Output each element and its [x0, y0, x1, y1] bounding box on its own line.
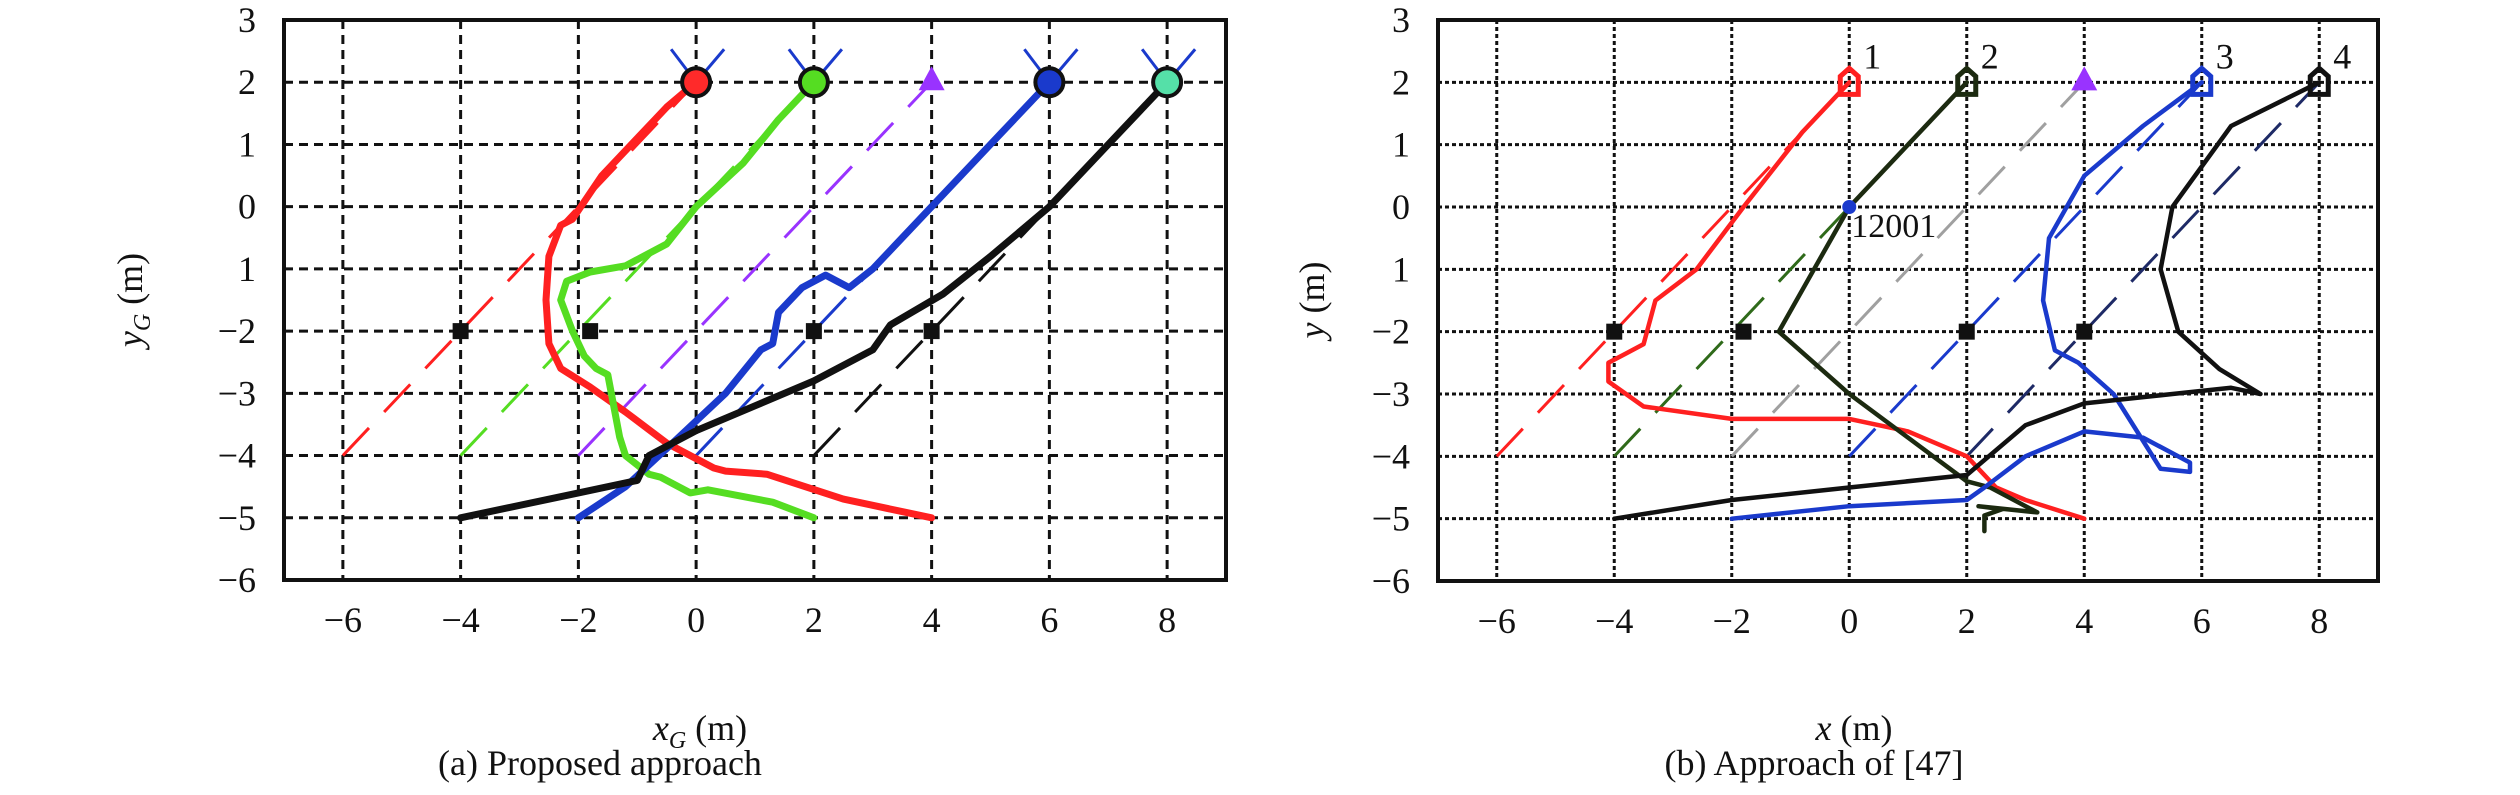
- obstacle-square-icon: [1606, 323, 1623, 340]
- y-tick-label: −2: [218, 311, 256, 351]
- trajectory-agent-3-blue: [1729, 80, 2205, 521]
- y-tick-label: −5: [218, 498, 256, 538]
- x-tick-label: 2: [805, 600, 823, 640]
- trajectory-agent-black: [457, 78, 1171, 522]
- y-tick-label: 1: [238, 249, 256, 289]
- x-tick-label: 0: [687, 600, 705, 640]
- caption-b: (b) Approach of [47]: [1664, 743, 1964, 783]
- y-tick-label: 3: [238, 0, 256, 40]
- caption-a: (a) Proposed approach: [438, 743, 762, 783]
- trajectory-agent-red: [542, 78, 936, 522]
- y-axis-label-a: yG (m): [110, 253, 156, 350]
- reference-line: [1848, 81, 2203, 458]
- grid-b: [1438, 20, 2378, 581]
- y-tick-label: −5: [1372, 499, 1410, 539]
- y-tick-label: −4: [1372, 436, 1410, 476]
- y-tick-label: 1: [238, 124, 256, 164]
- target-triangle-icon: [918, 66, 945, 91]
- y-tick-label: −6: [218, 560, 256, 600]
- x-tick-label: 8: [1158, 600, 1176, 640]
- tick-labels-a: −6 −4 −2 0 2 4 6 8 3 2 1 0 1 −2 −3 −4 −5 −6: [218, 0, 1176, 640]
- x-tick-label: −4: [1595, 601, 1633, 641]
- target-house-icon: [1955, 64, 1979, 97]
- trajectories-a: [457, 78, 1171, 522]
- y-axis-label-b: y (m): [1292, 262, 1332, 342]
- x-tick-label: −4: [441, 600, 479, 640]
- markers-b: 12001 1 2 3 4: [1606, 36, 2351, 340]
- x-tick-label: −2: [1713, 601, 1751, 641]
- x-axis-label-a: xG (m): [652, 708, 747, 754]
- x-tick-label: 8: [2310, 601, 2328, 641]
- y-tick-label: −6: [1372, 561, 1410, 601]
- subfigure-b: 12001 1 2 3 4 −6 −4 −2 0 2 4 6 8 3 2 1 0 1 −2 −3 −4 −5 −6 x (…: [1154, 0, 2414, 795]
- y-tick-label: 0: [238, 187, 256, 227]
- obstacle-square-icon: [2076, 323, 2093, 340]
- reference-line: [577, 81, 933, 457]
- obstacle-square-icon: [805, 323, 822, 340]
- subfigure-a: −6 −4 −2 0 2 4 6 8 3 2 1 0 1 −2 −3 −4 −5 −6 xG (m) yG (m)…: [110, 0, 1228, 783]
- plot-frame-a: [282, 18, 1228, 582]
- markers-a: [452, 48, 1197, 340]
- plot-a: −6 −4 −2 0 2 4 6 8 3 2 1 0 1 −2 −3 −4 −5 −6 xG (m) yG (m): [110, 0, 1228, 754]
- plot-b: 12001 1 2 3 4 −6 −4 −2 0 2 4 6 8 3 2 1 0 1 −2 −3 −4 −5 −6 x (…: [1292, 0, 2380, 748]
- y-tick-label: −3: [1372, 374, 1410, 414]
- x-tick-label: 6: [2193, 601, 2211, 641]
- target-house-icon: [2190, 64, 2214, 97]
- trajectory-agent-4-black: [1612, 80, 2322, 521]
- y-tick-label: 0: [1392, 187, 1410, 227]
- target-number-label: 4: [2333, 36, 2351, 76]
- waypoint-dot-icon: [1842, 200, 1857, 214]
- target-number-label: 1: [1863, 36, 1881, 76]
- trajectory-agent-1-red: [1606, 80, 2087, 521]
- y-tick-label: 1: [1392, 249, 1410, 289]
- target-house-icon: [2307, 64, 2331, 97]
- x-tick-label: −6: [324, 600, 362, 640]
- x-axis-label-b: x (m): [1815, 708, 1893, 748]
- y-tick-label: −2: [1372, 312, 1410, 352]
- obstacle-square-icon: [582, 323, 599, 340]
- y-tick-label: −3: [218, 373, 256, 413]
- target-circle-icon: [680, 66, 713, 99]
- target-circle-icon: [797, 66, 830, 99]
- obstacle-square-icon: [452, 323, 469, 340]
- plot-frame-b: [1436, 18, 2380, 583]
- reference-line: [341, 81, 698, 457]
- obstacle-square-icon: [923, 323, 940, 340]
- reference-line: [1730, 81, 2086, 458]
- trajectories-b: [1606, 80, 2322, 534]
- x-tick-label: 4: [2075, 601, 2093, 641]
- target-circle-icon: [1033, 66, 1066, 99]
- y-tick-label: 2: [238, 62, 256, 102]
- tick-labels-b: −6 −4 −2 0 2 4 6 8 3 2 1 0 1 −2 −3 −4 −5 −6: [1372, 0, 2329, 641]
- x-tick-label: 0: [1840, 601, 1858, 641]
- x-tick-label: 6: [1040, 600, 1058, 640]
- y-tick-label: 2: [1392, 62, 1410, 102]
- target-house-icon: [1837, 64, 1861, 97]
- obstacle-square-icon: [1958, 323, 1975, 340]
- x-tick-label: −6: [1478, 601, 1516, 641]
- x-tick-label: 2: [1958, 601, 1976, 641]
- waypoint-label: 12001: [1851, 208, 1936, 245]
- y-tick-label: 3: [1392, 0, 1410, 40]
- obstacle-square-icon: [1735, 323, 1752, 340]
- x-tick-label: −2: [559, 600, 597, 640]
- target-number-label: 3: [2216, 36, 2234, 76]
- reference-line: [1965, 81, 2321, 458]
- y-tick-label: −4: [218, 436, 256, 476]
- target-triangle-icon: [2071, 66, 2098, 91]
- target-number-label: 2: [1981, 36, 1999, 76]
- trajectory-agent-green: [557, 78, 818, 522]
- x-tick-label: 4: [923, 600, 941, 640]
- y-tick-label: 1: [1392, 125, 1410, 165]
- trajectory-agent-2-darkgreen: [1776, 80, 2040, 534]
- target-circle-icon: [1151, 66, 1184, 99]
